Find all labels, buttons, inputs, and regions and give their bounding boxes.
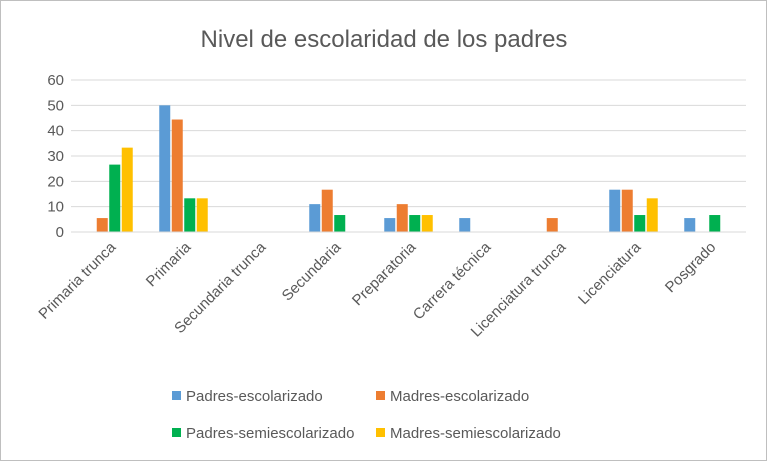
bar-padres-escolarizado-3 xyxy=(309,204,321,232)
legend-label: Madres-escolarizado xyxy=(390,388,529,405)
bar-padres-escolarizado-7 xyxy=(609,189,621,232)
bar-padres-escolarizado-8 xyxy=(684,218,696,232)
bar-padres-semiescolarizado-0 xyxy=(109,164,121,232)
bar-madres-semiescolarizado-1 xyxy=(196,198,208,232)
bars xyxy=(96,105,721,232)
bar-madres-semiescolarizado-7 xyxy=(646,198,658,232)
legend-swatch xyxy=(376,428,385,437)
legend-swatch xyxy=(172,391,181,400)
bar-padres-semiescolarizado-4 xyxy=(409,215,421,232)
y-tick-label: 30 xyxy=(47,148,64,165)
bar-padres-semiescolarizado-7 xyxy=(634,215,646,232)
legend-swatch xyxy=(376,391,385,400)
chart-title: Nivel de escolaridad de los padres xyxy=(201,26,568,53)
category-label: Secundaria xyxy=(279,238,345,304)
gridlines xyxy=(71,79,746,208)
legend-label: Padres-semiescolarizado xyxy=(186,425,354,442)
y-tick-label: 20 xyxy=(47,173,64,190)
bar-madres-escolarizado-4 xyxy=(396,204,408,232)
y-tick-label: 10 xyxy=(47,199,64,216)
bar-padres-escolarizado-4 xyxy=(384,218,396,232)
bar-madres-semiescolarizado-0 xyxy=(121,147,133,232)
legend-swatch xyxy=(172,428,181,437)
legend-label: Madres-semiescolarizado xyxy=(390,425,561,442)
bar-madres-escolarizado-0 xyxy=(96,218,108,232)
bar-madres-escolarizado-1 xyxy=(171,119,183,232)
y-tick-label: 50 xyxy=(47,97,64,114)
bar-padres-escolarizado-1 xyxy=(159,105,171,232)
bar-madres-escolarizado-3 xyxy=(321,189,333,232)
bar-padres-semiescolarizado-1 xyxy=(184,198,196,232)
y-axis-ticks: 0 10 20 30 40 50 60 xyxy=(47,72,64,241)
legend: Padres-escolarizado Madres-escolarizado Pa… xyxy=(172,388,561,442)
bar-padres-semiescolarizado-8 xyxy=(709,215,721,232)
category-label: Carrera técnica xyxy=(410,238,495,323)
bar-madres-escolarizado-7 xyxy=(621,189,633,232)
y-tick-label: 60 xyxy=(47,72,64,89)
y-tick-label: 0 xyxy=(56,224,64,241)
category-label: Posgrado xyxy=(662,239,719,296)
legend-label: Padres-escolarizado xyxy=(186,388,323,405)
bar-madres-escolarizado-6 xyxy=(546,218,558,232)
y-tick-label: 40 xyxy=(47,123,64,140)
category-label: Primaria xyxy=(143,238,195,290)
bar-madres-semiescolarizado-4 xyxy=(421,215,433,232)
category-label: Licenciatura xyxy=(575,238,645,308)
category-label: Preparatoria xyxy=(349,238,420,309)
bar-padres-semiescolarizado-3 xyxy=(334,215,346,232)
category-label: Primaria trunca xyxy=(35,238,119,322)
bar-padres-escolarizado-5 xyxy=(459,218,471,232)
